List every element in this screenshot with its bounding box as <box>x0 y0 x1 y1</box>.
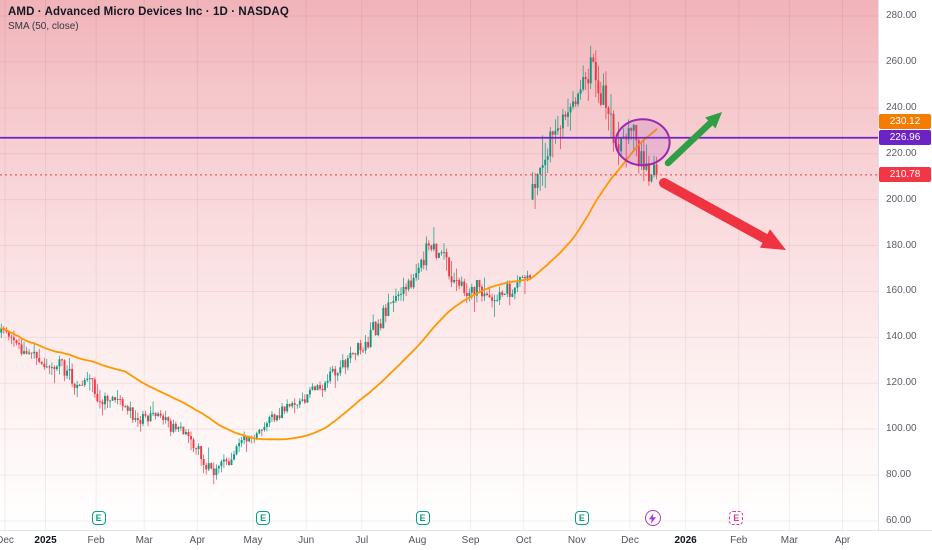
drawing-annotations[interactable] <box>614 112 786 250</box>
candlestick-series[interactable] <box>0 45 658 485</box>
lightning-icon <box>649 512 657 524</box>
time-tick-label: 2026 <box>674 535 697 546</box>
arrow-down-annotation[interactable] <box>659 178 786 250</box>
earnings-badge[interactable]: E <box>415 511 430 525</box>
price-axis[interactable]: 280.00 260.00 240.00 220.00 200.00 180.00 160.… <box>878 0 932 530</box>
time-tick-label: Jun <box>298 535 315 546</box>
price-tick-label: 100.00 <box>886 423 917 435</box>
symbol-title[interactable]: AMD · Advanced Micro Devices Inc · 1D · … <box>8 6 289 18</box>
time-tick-label: Oct <box>515 535 532 546</box>
price-tick-label: 120.00 <box>886 377 917 389</box>
price-lines[interactable] <box>0 136 878 176</box>
price-tick-label: 80.00 <box>886 469 912 481</box>
time-tick-label: Dec <box>621 535 639 546</box>
time-tick-label: Jul <box>355 535 369 546</box>
hline-price-tag: 226.96 <box>879 130 931 146</box>
time-tick-label: Apr <box>834 535 851 546</box>
grid <box>0 0 878 530</box>
arrow-up-annotation[interactable] <box>664 112 722 167</box>
earnings-future-badge[interactable]: E <box>729 511 744 525</box>
price-tick-label: 60.00 <box>886 515 912 526</box>
time-tick-label: Mar <box>135 535 153 546</box>
time-tick-label: 2025 <box>34 535 57 546</box>
price-tick-label: 180.00 <box>886 239 917 251</box>
earnings-badge[interactable]: E <box>574 511 589 525</box>
time-tick-label: Nov <box>567 535 586 546</box>
price-tick-label: 260.00 <box>886 55 917 67</box>
sma-line[interactable] <box>0 128 658 441</box>
indicator-label[interactable]: SMA (50, close) <box>8 21 79 32</box>
price-tick-label: 220.00 <box>886 147 917 159</box>
time-tick-label: Apr <box>189 535 206 546</box>
time-tick-label: Mar <box>780 535 798 546</box>
time-tick-label: Sep <box>461 535 480 546</box>
time-tick-label: May <box>243 535 263 546</box>
price-tick-label: 200.00 <box>886 193 917 205</box>
time-tick-label: Feb <box>730 535 748 546</box>
time-tick-label: Aug <box>408 535 427 546</box>
chart-plot-background[interactable] <box>0 0 878 530</box>
price-tick-label: 240.00 <box>886 101 917 113</box>
price-tick-label: 140.00 <box>886 331 917 343</box>
ellipse-annotation[interactable] <box>614 118 671 167</box>
time-axis[interactable]: Dec 2025 Feb Mar Apr May Jun Jul Aug Sep Oct Nov Dec… <box>0 530 932 550</box>
event-lightning-badge[interactable] <box>644 510 661 526</box>
last-price-tag: 210.78 <box>879 167 931 183</box>
price-tick-label: 160.00 <box>886 285 917 297</box>
time-tick-label: Dec <box>0 535 14 546</box>
price-tick-label: 280.00 <box>886 10 917 21</box>
sma-value-tag: 230.12 <box>879 113 931 129</box>
earnings-badge[interactable]: E <box>256 511 271 525</box>
time-tick-label: Feb <box>87 535 105 546</box>
earnings-badge[interactable]: E <box>91 511 106 525</box>
symbol-legend: AMD · Advanced Micro Devices Inc · 1D · … <box>8 6 289 32</box>
